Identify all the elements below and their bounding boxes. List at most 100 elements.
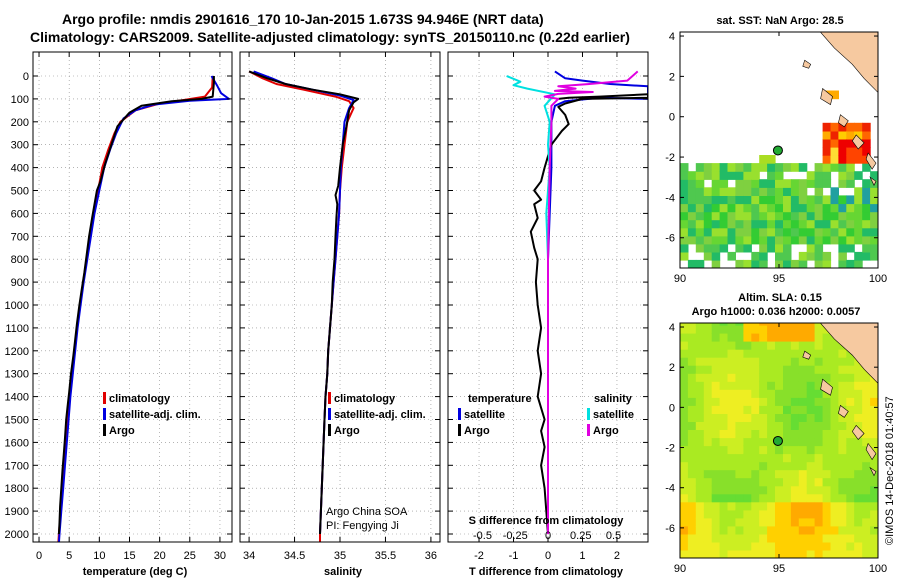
map-cell	[703, 211, 713, 221]
map-cell	[719, 389, 729, 398]
map-cell	[854, 155, 863, 164]
map-cell	[695, 469, 705, 479]
salinity-panel: 34 34.5 35 35.5 36 climatology satellite-adj. …	[239, 51, 441, 562]
map-cell	[862, 429, 871, 439]
map-cell	[695, 389, 705, 398]
legend-swatch	[587, 424, 590, 436]
y-tick-label: 800	[11, 254, 29, 266]
map-cell	[759, 243, 768, 253]
map-cell	[854, 509, 863, 519]
map-cell	[719, 493, 729, 503]
map-cell	[703, 453, 713, 463]
map-cell	[680, 541, 689, 551]
map-cell	[711, 437, 721, 447]
map-cell	[814, 525, 824, 535]
map-cell	[719, 501, 729, 511]
map-cell	[783, 421, 792, 430]
map-cell	[775, 243, 784, 253]
map-cell	[846, 122, 855, 132]
map-cell	[814, 397, 824, 406]
map-cell	[711, 171, 721, 180]
map-cell	[703, 381, 713, 390]
map-cell	[743, 477, 752, 487]
map-cell	[751, 373, 760, 382]
map-cell	[814, 163, 824, 172]
map-cell	[846, 211, 855, 221]
map-cell	[870, 195, 878, 205]
map-cell	[830, 453, 839, 463]
map-cell	[759, 397, 768, 406]
map-cell	[814, 381, 824, 390]
map-cell	[814, 251, 824, 261]
map-cell	[870, 187, 878, 196]
map-cell	[767, 211, 776, 221]
map-cell	[830, 90, 839, 100]
map-cell	[846, 389, 855, 398]
map-cell	[727, 485, 736, 495]
map-cell	[767, 163, 776, 172]
map-cell	[767, 413, 776, 422]
map-cell	[703, 171, 713, 180]
map-cell	[846, 469, 855, 479]
map-cell	[695, 259, 705, 268]
map-cell	[775, 469, 784, 479]
map-cell	[814, 325, 824, 334]
map-cell	[830, 235, 839, 245]
map-cell	[846, 259, 855, 268]
map-cell	[814, 219, 824, 229]
map-cell	[814, 550, 824, 558]
map-cell	[775, 389, 784, 398]
map-cell	[846, 179, 855, 188]
map-cell	[870, 171, 878, 180]
map-cell	[838, 251, 847, 261]
map-cell	[735, 461, 744, 471]
legend-label: Argo	[334, 425, 360, 437]
difference-xlabel: T difference from climatology	[469, 566, 624, 578]
map-cell	[727, 251, 736, 261]
map-cell	[719, 211, 729, 221]
map-cell	[711, 533, 721, 543]
map-cell	[814, 243, 824, 253]
x2-tick-label: 0.25	[570, 530, 591, 542]
map-cell	[846, 163, 855, 172]
map-cell	[775, 493, 784, 503]
map-cell	[870, 517, 878, 527]
map-cell	[838, 227, 847, 237]
map-cell	[687, 413, 697, 422]
map-cell	[727, 373, 736, 382]
map-cell	[862, 130, 871, 140]
map-cell	[680, 211, 689, 221]
map-cell	[822, 219, 832, 229]
map-cell	[846, 493, 855, 503]
map-cell	[822, 493, 832, 503]
y-tick-label: 300	[11, 140, 29, 152]
map-cell	[838, 357, 847, 366]
map-cell	[838, 211, 847, 221]
map-cell	[822, 227, 832, 237]
map-cell	[727, 357, 736, 366]
map-cell	[759, 501, 768, 511]
map-cell	[775, 195, 784, 205]
series-line-satellite-adj-clim-	[57, 75, 230, 542]
map-cell	[703, 163, 713, 172]
legend-label: Argo	[464, 425, 490, 437]
map-cell	[775, 501, 784, 511]
map-cell	[695, 235, 705, 245]
map-cell	[751, 219, 760, 229]
map-cell	[743, 349, 752, 358]
map-cell	[862, 550, 871, 558]
map-cell	[743, 501, 752, 511]
map-cell	[806, 501, 816, 511]
map-cell	[783, 243, 792, 253]
island	[869, 176, 877, 186]
map-cell	[759, 517, 768, 527]
map-cell	[719, 397, 729, 406]
map-cell	[862, 195, 871, 205]
map-cell	[719, 550, 729, 558]
legend-swatch	[328, 408, 331, 420]
map-cell	[790, 349, 800, 358]
map-cell	[846, 405, 855, 414]
map-cell	[862, 421, 871, 430]
map-cell	[703, 550, 713, 558]
